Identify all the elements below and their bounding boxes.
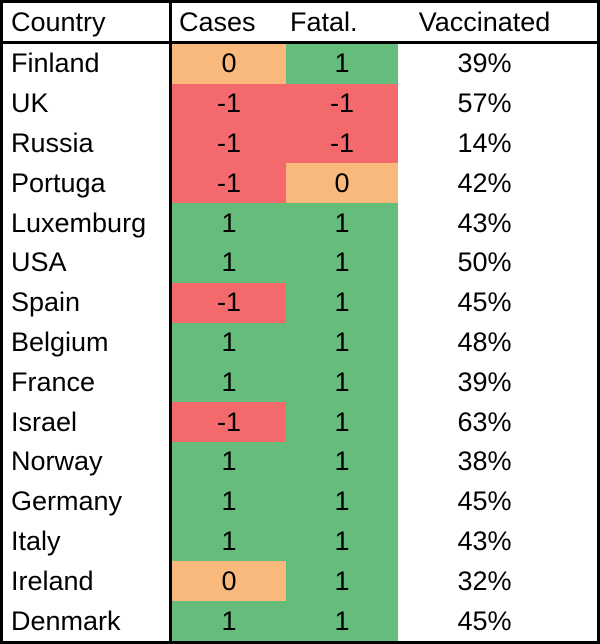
country-cell: Germany xyxy=(3,481,172,522)
table-row: Israel -1 1 63% xyxy=(3,402,597,442)
table-body: Finland 0 1 39% UK -1 -1 57% Russia -1 -… xyxy=(3,44,597,641)
country-cell: Italy xyxy=(3,521,172,562)
table-row: Portuga -1 0 42% xyxy=(3,163,597,204)
table-row: Spain -1 1 45% xyxy=(3,282,597,323)
country-cell: Luxemburg xyxy=(3,203,172,243)
vaccinated-cell: 57% xyxy=(398,83,597,124)
country-cell: Israel xyxy=(3,402,172,442)
table-row: UK -1 -1 57% xyxy=(3,83,597,124)
table-row: Ireland 0 1 32% xyxy=(3,561,597,602)
table-row: Denmark 1 1 45% xyxy=(3,601,597,641)
cases-cell: 1 xyxy=(172,322,286,363)
fatalities-cell: 1 xyxy=(286,322,398,363)
country-cell: UK xyxy=(3,83,172,124)
vaccinated-cell: 45% xyxy=(398,601,597,641)
cases-cell: 1 xyxy=(172,481,286,522)
vaccinated-cell: 39% xyxy=(398,362,597,403)
fatalities-cell: 1 xyxy=(286,203,398,243)
vaccinated-cell: 14% xyxy=(398,123,597,164)
fatalities-cell: 1 xyxy=(286,601,398,641)
table-header-row: Country Cases Fatal. Vaccinated xyxy=(3,3,597,44)
cases-cell: -1 xyxy=(172,163,286,204)
fatalities-cell: 0 xyxy=(286,163,398,204)
table-row: Belgium 1 1 48% xyxy=(3,322,597,363)
fatalities-cell: 1 xyxy=(286,441,398,482)
fatalities-cell: 1 xyxy=(286,44,398,84)
country-cell: Ireland xyxy=(3,561,172,602)
fatalities-cell: 1 xyxy=(286,561,398,602)
cases-cell: 0 xyxy=(172,44,286,84)
cases-cell: -1 xyxy=(172,83,286,124)
vaccinated-cell: 39% xyxy=(398,44,597,84)
country-cell: Norway xyxy=(3,441,172,482)
vaccinated-cell: 43% xyxy=(398,521,597,562)
fatalities-cell: 1 xyxy=(286,481,398,522)
vaccinated-cell: 42% xyxy=(398,163,597,204)
country-cell: France xyxy=(3,362,172,403)
table-row: Russia -1 -1 14% xyxy=(3,123,597,164)
fatalities-cell: -1 xyxy=(286,83,398,124)
cases-cell: 1 xyxy=(172,601,286,641)
cases-cell: -1 xyxy=(172,282,286,323)
fatalities-cell: 1 xyxy=(286,521,398,562)
table-row: Finland 0 1 39% xyxy=(3,44,597,84)
vaccinated-cell: 48% xyxy=(398,322,597,363)
header-fatalities: Fatal. xyxy=(290,6,358,37)
fatalities-cell: 1 xyxy=(286,402,398,442)
header-cases: Cases xyxy=(179,6,256,37)
vaccinated-cell: 50% xyxy=(398,242,597,283)
table-row: Norway 1 1 38% xyxy=(3,441,597,482)
cases-cell: 0 xyxy=(172,561,286,602)
header-vaccinated: Vaccinated xyxy=(398,3,597,41)
country-cell: Belgium xyxy=(3,322,172,363)
table-row: Germany 1 1 45% xyxy=(3,481,597,522)
table-row: Italy 1 1 43% xyxy=(3,521,597,562)
fatalities-cell: 1 xyxy=(286,362,398,403)
table-row: France 1 1 39% xyxy=(3,362,597,403)
cases-cell: 1 xyxy=(172,441,286,482)
cases-cell: 1 xyxy=(172,521,286,562)
cases-cell: -1 xyxy=(172,123,286,164)
vaccinated-cell: 45% xyxy=(398,282,597,323)
country-cell: Russia xyxy=(3,123,172,164)
fatalities-cell: 1 xyxy=(286,242,398,283)
cases-cell: -1 xyxy=(172,402,286,442)
fatalities-cell: 1 xyxy=(286,282,398,323)
table-row: Luxemburg 1 1 43% xyxy=(3,203,597,243)
country-cell: Finland xyxy=(3,44,172,84)
vaccinated-cell: 38% xyxy=(398,441,597,482)
cases-cell: 1 xyxy=(172,362,286,403)
vaccinated-cell: 43% xyxy=(398,203,597,243)
cases-cell: 1 xyxy=(172,203,286,243)
fatalities-cell: -1 xyxy=(286,123,398,164)
vaccinated-cell: 45% xyxy=(398,481,597,522)
vaccinated-cell: 32% xyxy=(398,561,597,602)
header-country: Country xyxy=(3,3,172,41)
table-row: USA 1 1 50% xyxy=(3,242,597,283)
vaccinated-cell: 63% xyxy=(398,402,597,442)
cases-cell: 1 xyxy=(172,242,286,283)
country-cell: USA xyxy=(3,242,172,283)
country-cell: Portuga xyxy=(3,163,172,204)
country-cell: Denmark xyxy=(3,601,172,641)
country-cell: Spain xyxy=(3,282,172,323)
